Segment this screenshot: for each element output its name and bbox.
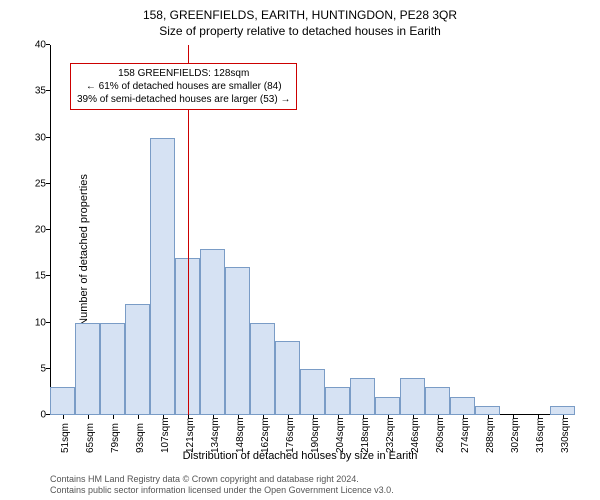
x-tick-mark <box>388 415 389 419</box>
bar <box>350 378 375 415</box>
x-tick-label: 134sqm <box>210 417 221 453</box>
bar <box>375 397 400 416</box>
x-tick-label: 121sqm <box>185 417 196 453</box>
bar <box>325 387 350 415</box>
plot-area: 0510152025303540 51sqm65sqm79sqm93sqm107… <box>50 45 575 415</box>
x-tick-label: 162sqm <box>260 417 271 453</box>
x-tick-mark <box>63 415 64 419</box>
y-tick-label: 40 <box>35 40 50 51</box>
x-tick-label: 79sqm <box>110 423 121 453</box>
x-tick-label: 274sqm <box>460 417 471 453</box>
y-tick-label: 35 <box>35 86 50 97</box>
x-tick-mark <box>163 415 164 419</box>
x-tick-label: 316sqm <box>535 417 546 453</box>
bar <box>275 341 300 415</box>
chart-title-sub: Size of property relative to detached ho… <box>0 24 600 38</box>
x-tick-mark <box>113 415 114 419</box>
bar <box>50 387 75 415</box>
y-tick-label: 0 <box>40 410 50 421</box>
y-tick-mark <box>46 90 50 91</box>
bar <box>200 249 225 416</box>
y-tick-label: 30 <box>35 132 50 143</box>
x-tick-label: 260sqm <box>435 417 446 453</box>
y-tick-mark <box>46 229 50 230</box>
bar <box>400 378 425 415</box>
x-tick-label: 246sqm <box>410 417 421 453</box>
x-tick-mark <box>563 415 564 419</box>
bar <box>125 304 150 415</box>
x-tick-mark <box>288 415 289 419</box>
y-tick-label: 25 <box>35 178 50 189</box>
footer-line1: Contains HM Land Registry data © Crown c… <box>50 474 394 485</box>
y-tick-mark <box>46 44 50 45</box>
annotation-line3: 39% of semi-detached houses are larger (… <box>77 93 290 106</box>
histogram-chart: 158, GREENFIELDS, EARITH, HUNTINGDON, PE… <box>0 0 600 500</box>
x-tick-mark <box>88 415 89 419</box>
annotation-line1: 158 GREENFIELDS: 128sqm <box>77 67 290 80</box>
y-tick-mark <box>46 368 50 369</box>
bar <box>475 406 500 415</box>
y-tick-mark <box>46 275 50 276</box>
bar <box>300 369 325 415</box>
x-tick-label: 176sqm <box>285 417 296 453</box>
bar <box>150 138 175 416</box>
y-tick-mark <box>46 137 50 138</box>
x-tick-label: 190sqm <box>310 417 321 453</box>
bar <box>450 397 475 416</box>
annotation-box: 158 GREENFIELDS: 128sqm ← 61% of detache… <box>70 63 297 110</box>
x-tick-mark <box>413 415 414 419</box>
bar <box>425 387 450 415</box>
x-tick-label: 93sqm <box>135 423 146 453</box>
x-tick-label: 65sqm <box>85 423 96 453</box>
bar <box>250 323 275 416</box>
x-tick-mark <box>538 415 539 419</box>
x-tick-mark <box>238 415 239 419</box>
x-tick-label: 330sqm <box>560 417 571 453</box>
footer-line2: Contains public sector information licen… <box>50 485 394 496</box>
x-tick-label: 51sqm <box>60 423 71 453</box>
x-tick-mark <box>213 415 214 419</box>
x-tick-label: 204sqm <box>335 417 346 453</box>
x-tick-mark <box>338 415 339 419</box>
bar <box>225 267 250 415</box>
y-tick-label: 20 <box>35 225 50 236</box>
y-tick-label: 5 <box>40 363 50 374</box>
x-tick-mark <box>363 415 364 419</box>
y-tick-mark <box>46 322 50 323</box>
x-tick-label: 218sqm <box>360 417 371 453</box>
y-tick-mark <box>46 183 50 184</box>
x-tick-mark <box>313 415 314 419</box>
x-tick-label: 148sqm <box>235 417 246 453</box>
annotation-line2: ← 61% of detached houses are smaller (84… <box>77 80 290 93</box>
x-tick-mark <box>263 415 264 419</box>
y-tick-label: 15 <box>35 271 50 282</box>
x-tick-label: 302sqm <box>510 417 521 453</box>
x-tick-mark <box>438 415 439 419</box>
x-tick-label: 232sqm <box>385 417 396 453</box>
bar <box>100 323 125 416</box>
chart-title-main: 158, GREENFIELDS, EARITH, HUNTINGDON, PE… <box>0 8 600 22</box>
x-tick-mark <box>463 415 464 419</box>
y-tick-label: 10 <box>35 317 50 328</box>
x-tick-label: 107sqm <box>160 417 171 453</box>
x-tick-label: 288sqm <box>485 417 496 453</box>
y-tick-mark <box>46 414 50 415</box>
x-tick-mark <box>488 415 489 419</box>
bar <box>75 323 100 416</box>
x-tick-mark <box>188 415 189 419</box>
footer-attribution: Contains HM Land Registry data © Crown c… <box>50 474 394 496</box>
x-tick-mark <box>513 415 514 419</box>
x-tick-mark <box>138 415 139 419</box>
bar <box>550 406 575 415</box>
